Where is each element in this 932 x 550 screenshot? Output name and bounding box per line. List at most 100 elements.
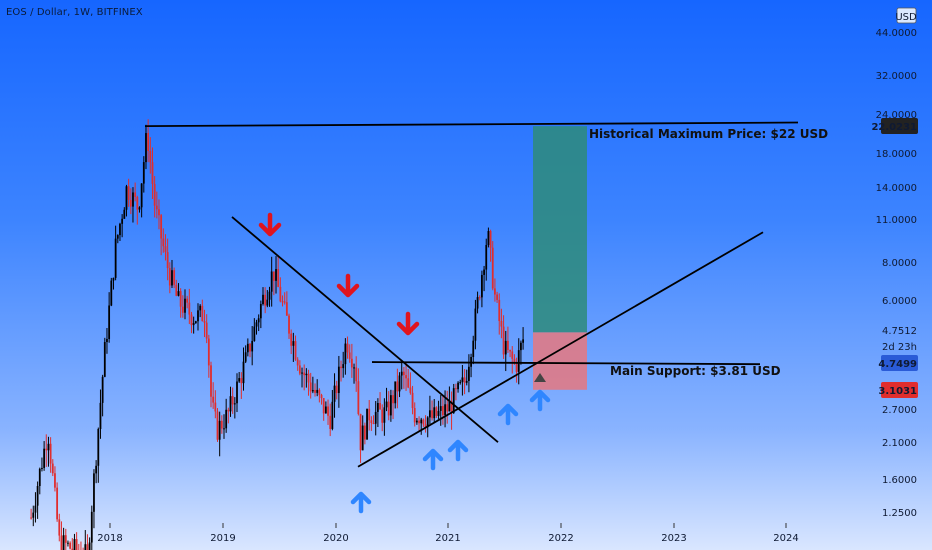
candle-body: [32, 512, 35, 518]
candle-body: [452, 388, 455, 414]
candle-body: [134, 192, 137, 197]
price-tag-label: 4.7499: [878, 359, 917, 370]
candle-body: [441, 406, 444, 416]
annotation-max-price: Historical Maximum Price: $22 USD: [589, 127, 828, 141]
candle-body: [272, 271, 275, 281]
candle-body: [374, 411, 377, 424]
candle-body: [340, 366, 342, 369]
candle-body: [225, 409, 228, 429]
y-tick-label: 2.1000: [882, 438, 917, 449]
candle-body: [522, 339, 524, 343]
candle-body: [214, 402, 217, 412]
candle-body: [372, 423, 375, 425]
candle-body: [361, 425, 364, 451]
candle-body: [279, 286, 282, 302]
candle-body: [116, 235, 119, 239]
candle-body: [463, 377, 466, 383]
candle-body: [38, 468, 41, 487]
candle-body: [236, 381, 238, 404]
candle-body: [368, 408, 371, 421]
candle-body: [166, 252, 169, 269]
candle-body: [177, 291, 180, 296]
candle-body: [459, 381, 462, 383]
candle-body: [457, 382, 459, 390]
candle-body: [472, 340, 475, 357]
candle-body: [437, 410, 440, 416]
candle-body: [517, 350, 520, 372]
position-box: [533, 126, 587, 390]
candle-body: [331, 401, 334, 429]
candle-body: [218, 420, 221, 440]
candle-body: [376, 403, 379, 412]
candle-body: [381, 409, 384, 423]
candle-body: [303, 372, 306, 376]
candle-body: [212, 396, 215, 403]
candle-body: [253, 326, 256, 341]
candle-body: [114, 238, 117, 278]
x-tick-label: 2018: [97, 533, 122, 544]
candle-body: [275, 269, 277, 281]
candle-body: [337, 366, 340, 394]
candle-body: [344, 343, 347, 365]
y-tick-label: 4.7512: [882, 326, 917, 337]
candle-body: [409, 387, 412, 393]
candle-body: [103, 342, 106, 377]
candle-body: [357, 381, 360, 414]
candle-body: [439, 406, 442, 411]
candle-body: [210, 365, 212, 397]
candle-body: [387, 401, 390, 416]
candle-body: [465, 380, 468, 383]
candle-body: [158, 209, 160, 216]
candle-body: [268, 291, 271, 300]
candle-body: [281, 301, 284, 303]
candle-body: [90, 511, 93, 543]
y-tick-label: 1.2500: [882, 508, 917, 519]
y-tick-label: 1.6000: [882, 475, 917, 486]
candle-body: [49, 443, 52, 464]
candle-body: [136, 196, 139, 210]
trendlines-group: [144, 121, 799, 468]
candle-body: [140, 183, 143, 208]
candle-body: [405, 375, 407, 379]
candle-body: [446, 404, 449, 412]
main-support-line: [371, 361, 761, 366]
candle-body: [233, 403, 236, 405]
annotations-group: Historical Maximum Price: $22 USD Main Su…: [589, 127, 828, 378]
candle-body: [64, 535, 67, 543]
candle-body: [56, 487, 59, 520]
candle-body: [264, 294, 267, 306]
candle-body: [88, 542, 91, 550]
candle-body: [142, 162, 145, 184]
candle-body: [149, 151, 152, 163]
candle-body: [145, 133, 147, 163]
chart-title: EOS / Dollar, 1W, BITFINEX: [6, 7, 143, 18]
candle-body: [127, 186, 130, 200]
candle-body: [392, 395, 394, 404]
candle-body: [173, 270, 176, 285]
price-tag-label: 22.0231: [871, 122, 917, 133]
candle-body: [207, 338, 210, 366]
candle-body: [418, 420, 420, 424]
candle-body: [435, 407, 438, 416]
candle-body: [329, 415, 332, 429]
candle-body: [112, 277, 115, 281]
candle-body: [106, 338, 108, 343]
candle-body: [346, 343, 349, 353]
candle-body: [333, 385, 336, 402]
candle-body: [259, 304, 262, 319]
currency-badge-label: USD: [895, 12, 917, 23]
candle-body: [244, 352, 247, 362]
candle-body: [101, 376, 104, 403]
candle-body: [379, 403, 381, 410]
candle-body: [121, 218, 124, 224]
candle-body: [322, 398, 325, 414]
candle-body: [186, 298, 189, 303]
candle-body: [270, 271, 273, 292]
x-tick-label: 2022: [548, 533, 573, 544]
y-tick-label: 2.7000: [882, 405, 917, 416]
candle-body: [51, 463, 54, 474]
candle-body: [97, 428, 100, 466]
candle-body: [231, 396, 234, 405]
